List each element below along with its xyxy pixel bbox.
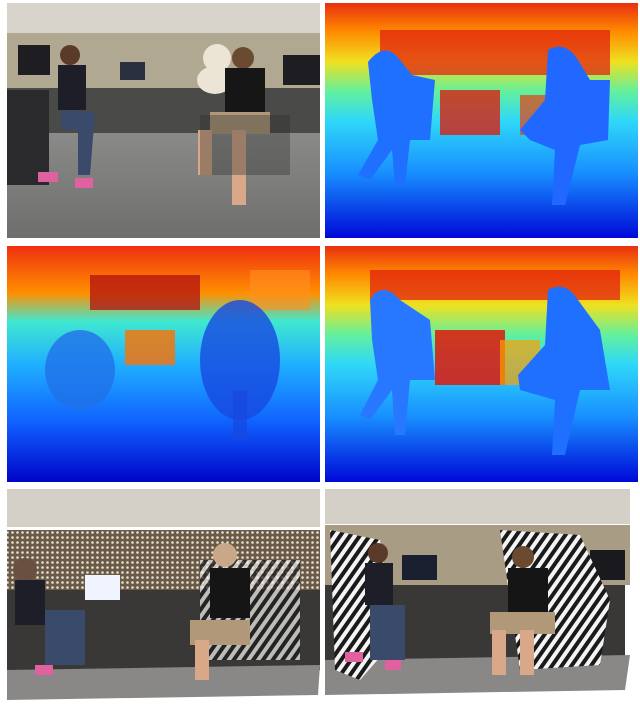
render-panel — [325, 489, 638, 719]
depth-panel — [325, 246, 638, 482]
depth-panel — [7, 246, 320, 482]
render-panel — [7, 489, 320, 719]
depth-panel — [325, 3, 638, 238]
photo-panel — [7, 3, 320, 238]
